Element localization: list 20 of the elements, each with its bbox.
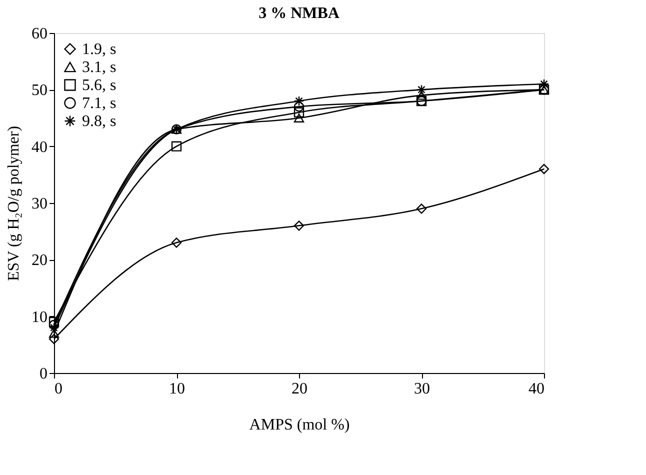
y-tick-label: 30: [32, 196, 48, 212]
y-tick-label: 40: [32, 138, 48, 156]
legend-label: 7.1, s: [82, 95, 116, 112]
y-tick-label: 60: [32, 26, 48, 42]
x-tick-label: 30: [414, 380, 430, 398]
x-tick-label: 40: [528, 380, 544, 398]
y-tick-label: 0: [40, 366, 48, 382]
legend-label: 1.9, s: [82, 41, 116, 58]
x-axis-title: AMPS (mol %): [249, 416, 350, 434]
x-tick-label: 20: [292, 380, 308, 398]
x-tick-label: 0: [54, 380, 62, 398]
x-tick-label: 10: [169, 380, 185, 398]
y-tick-label: 20: [32, 252, 48, 270]
legend-label: 9.8, s: [82, 113, 116, 130]
y-tick-label: 10: [32, 308, 48, 326]
chart-title: 3 % NMBA: [258, 5, 340, 22]
y-tick-label: 50: [32, 82, 48, 100]
legend-label: 3.1, s: [82, 59, 116, 76]
legend-label: 5.6, s: [82, 77, 116, 94]
y-axis-title: ESV (g H₂O/g polymer): [6, 126, 22, 282]
